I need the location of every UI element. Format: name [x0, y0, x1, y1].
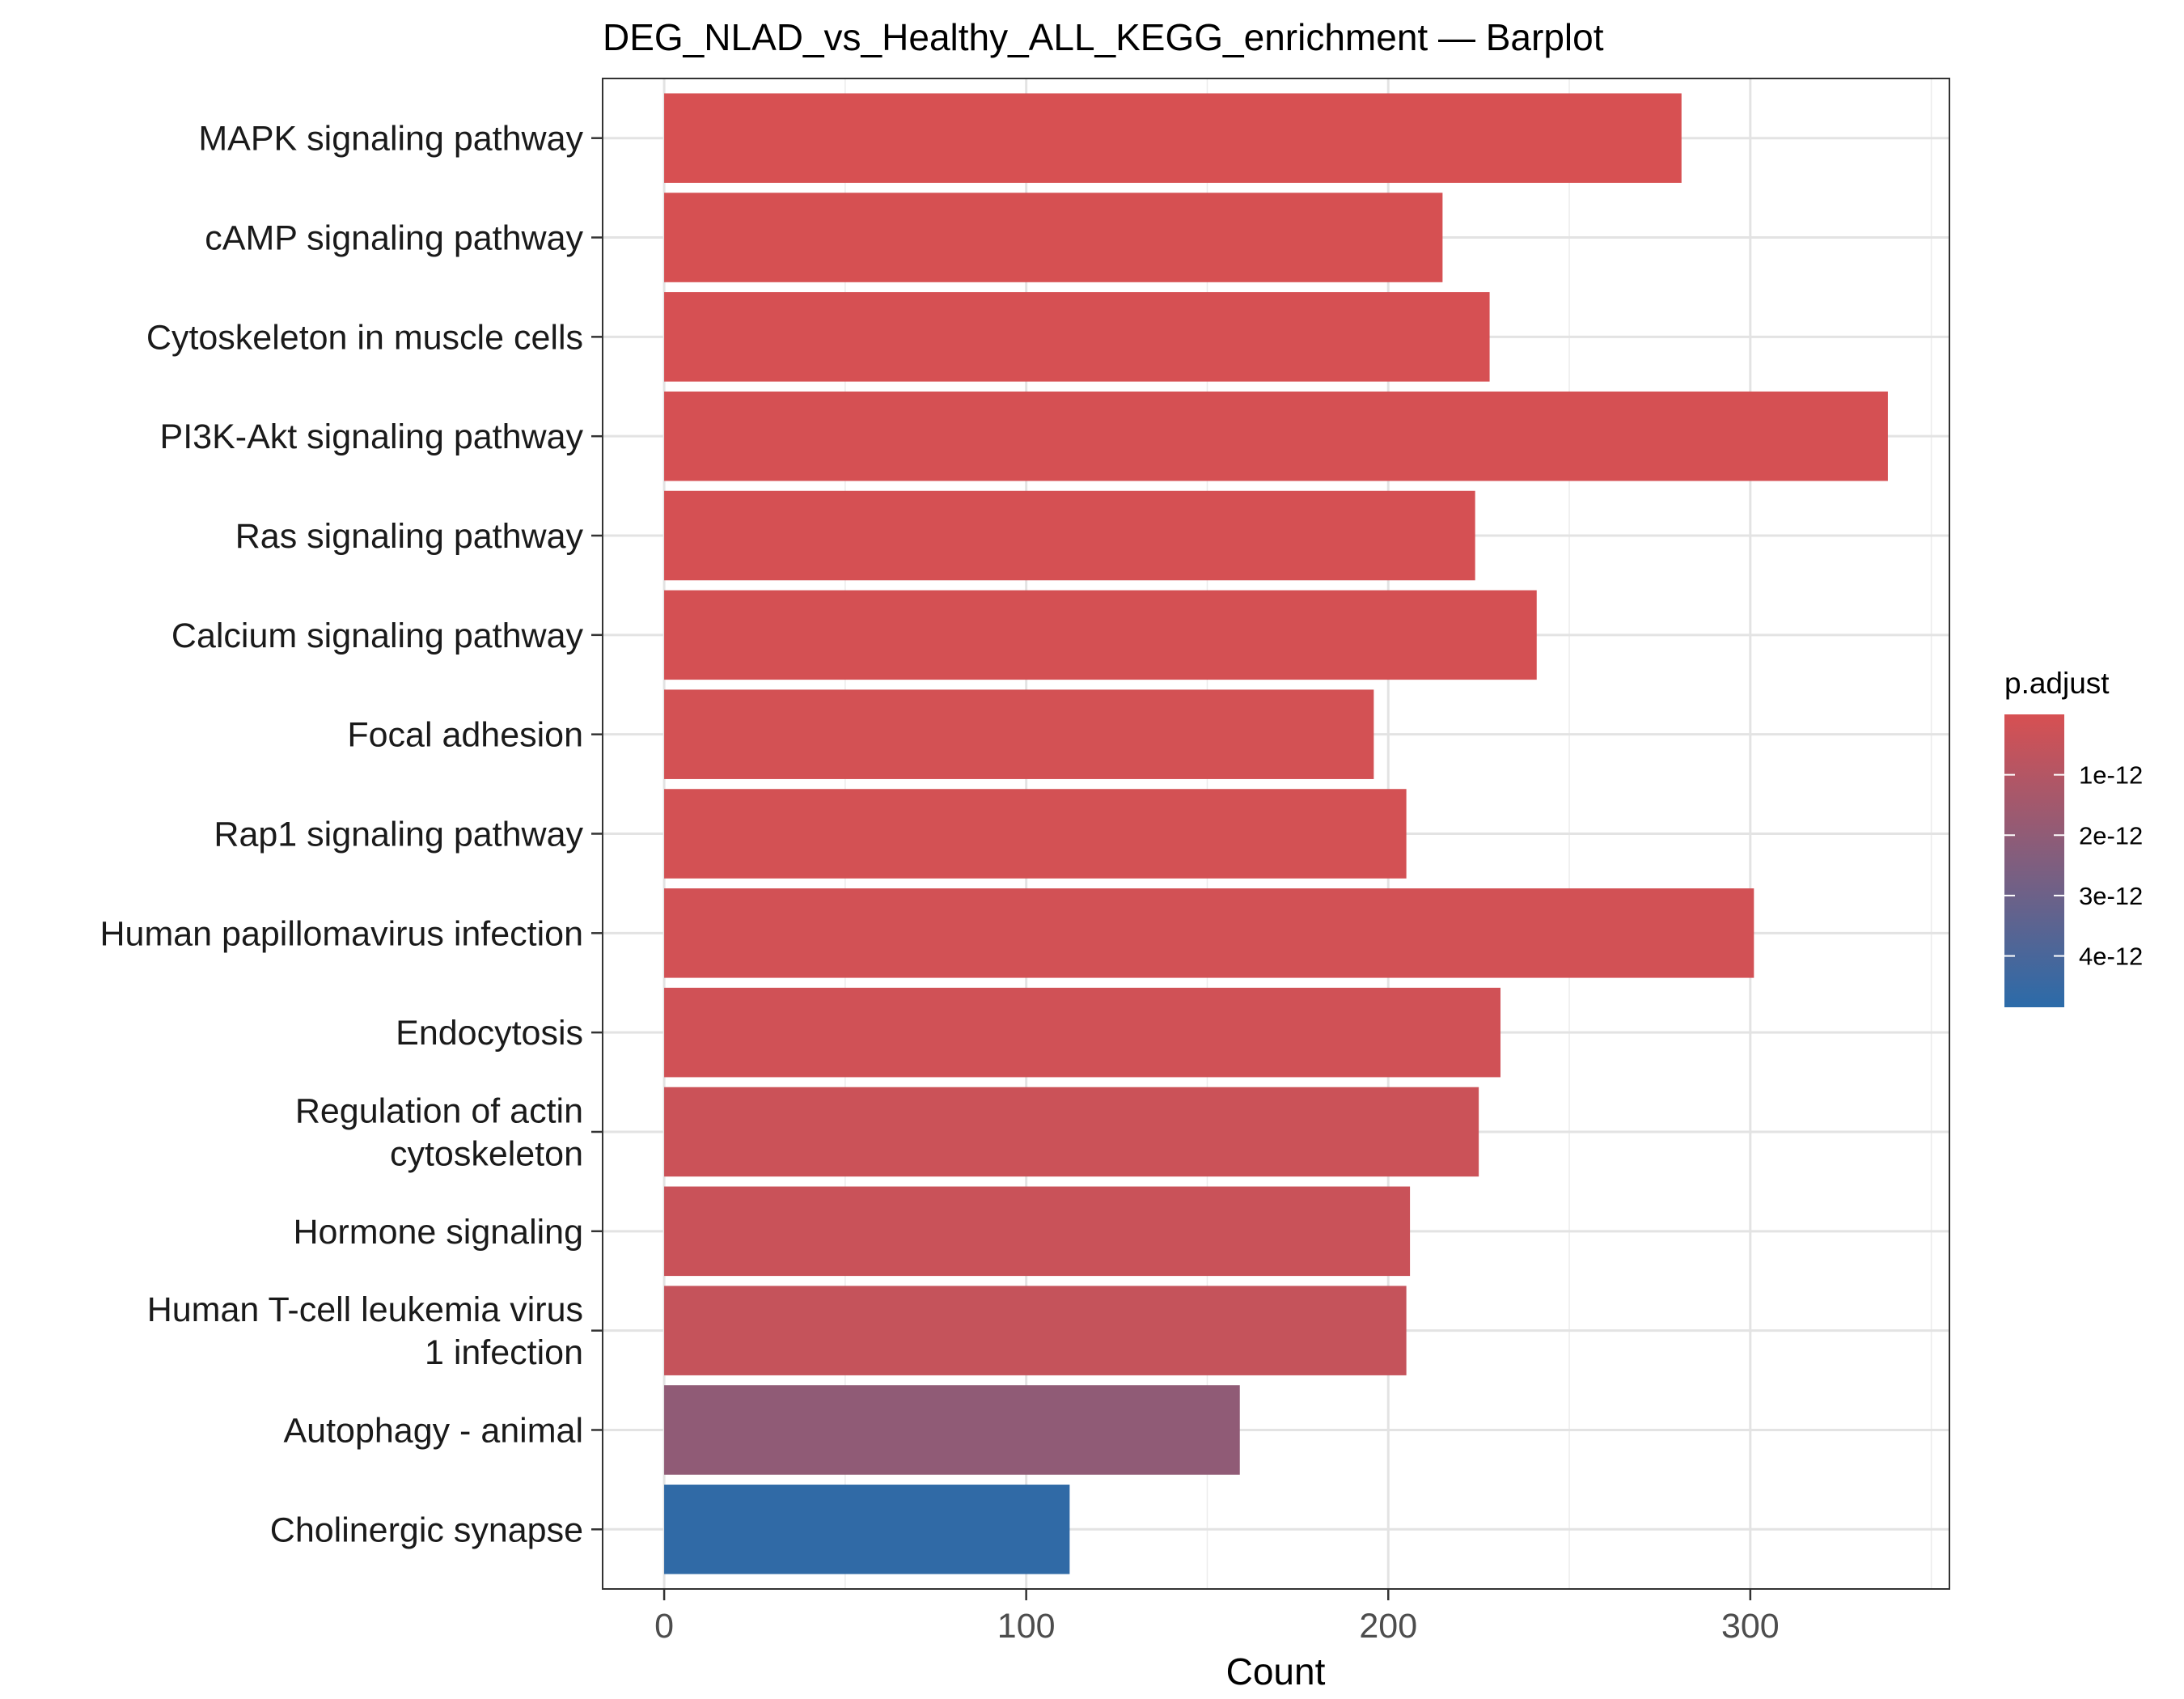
bar	[664, 590, 1537, 680]
legend-title: p.adjust	[2004, 667, 2110, 700]
legend-tick-label: 1e-12	[2079, 761, 2143, 790]
bar	[664, 689, 1374, 779]
y-tick-label: cAMP signaling pathway	[205, 219, 583, 258]
y-tick-label: Rap1 signaling pathway	[214, 816, 583, 854]
y-tick-label: Regulation of actin	[295, 1091, 583, 1130]
x-tick-label: 0	[654, 1607, 674, 1646]
x-tick-label: 200	[1359, 1607, 1417, 1646]
y-tick-label: Cytoskeleton in muscle cells	[146, 318, 583, 357]
bar	[664, 292, 1490, 382]
bar	[664, 1485, 1070, 1574]
bar	[664, 789, 1407, 879]
y-tick-label: Focal adhesion	[347, 716, 583, 755]
y-tick-label: 1 infection	[425, 1333, 583, 1372]
y-tick-label: Autophagy - animal	[284, 1411, 584, 1450]
y-tick-label: Calcium signaling pathway	[171, 616, 584, 655]
x-axis-title: Count	[1226, 1650, 1326, 1693]
bar	[664, 193, 1443, 282]
y-tick-label: Hormone signaling	[293, 1213, 583, 1252]
y-tick-label: MAPK signaling pathway	[198, 120, 583, 159]
y-tick-label: Human papillomavirus infection	[99, 914, 583, 953]
x-axis: 0 100 200 300	[654, 1589, 1780, 1646]
y-tick-label: Human T-cell leukemia virus	[147, 1290, 583, 1329]
bar	[664, 391, 1888, 481]
legend-colorbar	[2004, 714, 2064, 1007]
bar	[664, 1286, 1407, 1375]
chart-title: DEG_NLAD_vs_Healthy_ALL_KEGG_enrichment …	[603, 16, 1604, 58]
bar	[664, 490, 1475, 581]
y-tick-label: Cholinergic synapse	[270, 1510, 583, 1549]
y-axis: MAPK signaling pathway cAMP signaling pat…	[99, 120, 603, 1549]
y-tick-label: Endocytosis	[396, 1014, 583, 1053]
bar	[664, 1186, 1411, 1277]
bars	[664, 93, 1888, 1574]
bar	[664, 987, 1501, 1078]
legend-tick-label: 4e-12	[2079, 943, 2143, 971]
bar	[664, 93, 1682, 183]
x-tick-label: 300	[1721, 1607, 1780, 1646]
bar	[664, 1385, 1240, 1475]
y-tick-label: Ras signaling pathway	[235, 517, 584, 556]
legend-tick-label: 2e-12	[2079, 821, 2143, 850]
y-tick-label: PI3K-Akt signaling pathway	[160, 417, 584, 456]
legend: p.adjust 1e-12 2e-12 3e-12 4e-12	[2004, 667, 2143, 1007]
x-tick-label: 100	[997, 1607, 1056, 1646]
bar	[664, 1087, 1479, 1177]
legend-tick-label: 3e-12	[2079, 882, 2143, 910]
y-tick-label: cytoskeleton	[390, 1134, 583, 1173]
bar	[664, 888, 1754, 978]
